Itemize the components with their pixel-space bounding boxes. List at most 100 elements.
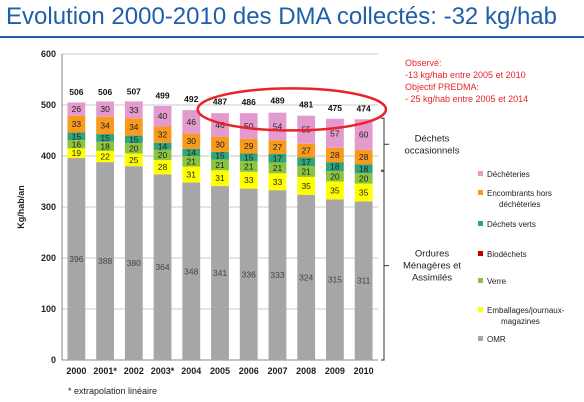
bar-segment [153,174,172,360]
observations-note: Observé: -13 kg/hab entre 2005 et 2010 O… [405,57,528,105]
bar-segment [211,136,229,152]
bar-segment [239,161,258,172]
data-label: 32 [158,130,168,140]
total-label: 499 [155,91,169,101]
data-label: 29 [244,141,254,151]
data-label: 33 [273,177,283,187]
data-label: 17 [301,157,311,167]
data-label: 31 [215,173,225,183]
legend-swatch [478,171,483,176]
bar-segment [96,162,114,360]
bar-segment [153,126,172,143]
bar-segment [182,148,201,156]
bar-segment [96,141,114,151]
bar-segment [268,153,287,163]
data-label: 21 [244,161,254,171]
data-label: 50 [244,121,254,131]
data-label: 46 [215,120,225,130]
total-label: 506 [98,87,112,97]
x-tick-label: 2010 [354,366,374,376]
y-tick-label: 100 [41,304,56,314]
bar-segment [268,112,287,141]
bar-segment [153,142,172,150]
bar-segment [354,201,373,360]
data-label: 27 [273,142,283,152]
data-label: 33 [129,105,139,115]
x-tick-label: 2008 [296,366,316,376]
data-label: 15 [129,134,139,144]
bar-segment [67,102,86,116]
data-label: 333 [270,270,284,280]
legend-swatch [478,251,483,256]
y-tick-label: 300 [41,202,56,212]
total-label: 481 [299,100,313,110]
data-label: 57 [330,128,340,138]
legend-label: Biodéchets [487,250,527,259]
bar-segment [326,199,344,360]
y-axis-title: Kg/hab/an [16,185,26,229]
total-label: 492 [184,94,198,104]
data-label: 18 [100,141,110,151]
bar-segment [354,173,373,184]
data-label: 54 [273,121,283,131]
legend-swatch [478,221,483,226]
data-label: 315 [328,275,342,285]
data-label: 17 [273,153,283,163]
observation-line: - 25 kg/hab entre 2005 et 2014 [405,94,529,104]
occasional-bracket [381,117,385,171]
bar-segment [297,194,316,360]
observation-line: Objectif PREDMA: [405,82,480,92]
x-tick-label: 2005 [210,366,230,376]
data-label: 311 [357,276,371,286]
total-label: 489 [270,96,284,106]
legend-label: Emballages/journaux- [487,306,565,315]
data-label: 20 [158,150,168,160]
bar-segment [124,101,143,119]
occasional-group-label: Déchets [415,133,450,144]
bar-segment [297,157,316,167]
x-tick-label: 2000 [66,366,86,376]
bar-segment [354,164,373,174]
data-label: 40 [158,111,168,121]
data-label: 30 [215,139,225,149]
bar-segment [354,119,373,150]
data-label: 46 [187,117,197,127]
bar-segment [67,158,86,360]
data-label: 15 [215,151,225,161]
legend-label: OMR [487,335,506,344]
data-label: 348 [184,266,198,276]
page-title: Evolution 2000-2010 des DMA collectés: -… [6,3,558,30]
data-label: 15 [244,152,254,162]
legend-swatch [478,190,483,195]
legend-label: magazines [501,317,540,326]
data-label: 380 [127,258,141,268]
bar-segment [268,140,287,154]
data-label: 35 [301,181,311,191]
bar-segment [297,166,316,177]
data-label: 20 [330,171,340,181]
data-label: 35 [359,187,369,197]
x-tick-label: 2003* [151,366,175,376]
bar-segment [297,143,316,158]
bar-segment [211,113,229,137]
bar-segment [268,173,287,191]
household-group-label: Ménagères et [403,261,461,272]
y-tick-label: 0 [51,355,56,365]
household-group-label: Ordures [415,249,450,260]
bar-segment [239,188,258,360]
total-label: 486 [242,97,256,107]
y-tick-label: 200 [41,253,56,263]
bar-segment [182,156,201,167]
observation-line: -13 kg/hab entre 2005 et 2010 [405,70,526,80]
legend-label: Verre [487,277,507,286]
data-label: 18 [359,164,369,174]
bar-segment [153,106,172,127]
bar-segment [124,153,143,167]
bar-segment [67,132,86,141]
highlight-ellipse [196,87,388,132]
data-label: 15 [72,131,82,141]
bar-segment [211,151,229,160]
data-label: 18 [330,162,340,172]
bar-segment [211,186,229,360]
footnote: * extrapolation linéaire [68,386,158,396]
